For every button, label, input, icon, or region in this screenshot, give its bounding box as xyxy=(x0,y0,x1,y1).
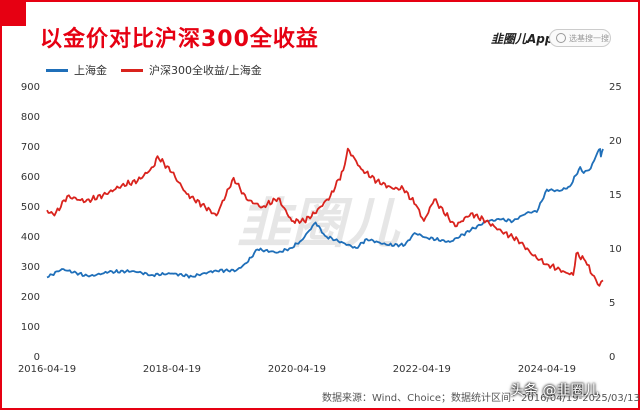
y-right-tick-label: 10 xyxy=(609,244,622,255)
series-line-gold xyxy=(46,148,604,279)
x-tick-label: 2024-04-19 xyxy=(518,364,576,375)
x-tick-label: 2016-04-19 xyxy=(18,364,76,375)
search-icon xyxy=(556,33,566,43)
data-source-note: 数据来源：Wind、Choice；数据统计区间：2016/04/19-2025/… xyxy=(322,393,640,404)
chart-title: 以金价对比沪深300全收益 xyxy=(40,27,319,52)
y-right-tick-label: 25 xyxy=(609,82,622,93)
brand-corner-mark xyxy=(0,0,26,26)
y-left-tick-label: 700 xyxy=(21,142,40,153)
x-tick-label: 2022-04-19 xyxy=(393,364,451,375)
y-left-tick-label: 500 xyxy=(21,202,40,213)
y-left-tick-label: 300 xyxy=(21,262,40,273)
search-box[interactable]: 选基搜一搜 xyxy=(549,29,611,47)
legend-swatch-ratio xyxy=(121,68,143,72)
x-tick-label: 2018-04-19 xyxy=(143,364,201,375)
y-left-tick-label: 800 xyxy=(21,112,40,123)
y-right-tick-label: 0 xyxy=(609,352,615,363)
y-left-tick-label: 600 xyxy=(21,172,40,183)
y-right-tick-label: 15 xyxy=(609,190,622,201)
app-logo: 韭圈儿App xyxy=(491,32,554,46)
legend-item-ratio: 沪深300全收益/上海金 xyxy=(121,62,262,78)
y-left-tick-label: 100 xyxy=(21,322,40,333)
x-tick-label: 2020-04-19 xyxy=(268,364,326,375)
y-left-tick-label: 0 xyxy=(34,352,40,363)
y-left-tick-label: 200 xyxy=(21,292,40,303)
y-right-tick-label: 20 xyxy=(609,136,622,147)
logo-watermark: 韭圈儿 xyxy=(237,192,401,255)
author-watermark: 头条 @韭圈儿 xyxy=(510,383,599,399)
y-left-tick-label: 900 xyxy=(21,82,40,93)
y-left-tick-label: 400 xyxy=(21,232,40,243)
search-placeholder: 选基搜一搜 xyxy=(569,33,609,43)
legend-label-ratio: 沪深300全收益/上海金 xyxy=(149,64,262,77)
y-right-tick-label: 5 xyxy=(609,298,615,309)
legend-item-gold: 上海金 xyxy=(46,62,107,78)
legend-swatch-gold xyxy=(46,68,68,72)
legend-label-gold: 上海金 xyxy=(74,64,107,77)
series-line-ratio xyxy=(46,147,604,287)
chart-legend: 上海金 沪深300全收益/上海金 xyxy=(46,62,276,78)
